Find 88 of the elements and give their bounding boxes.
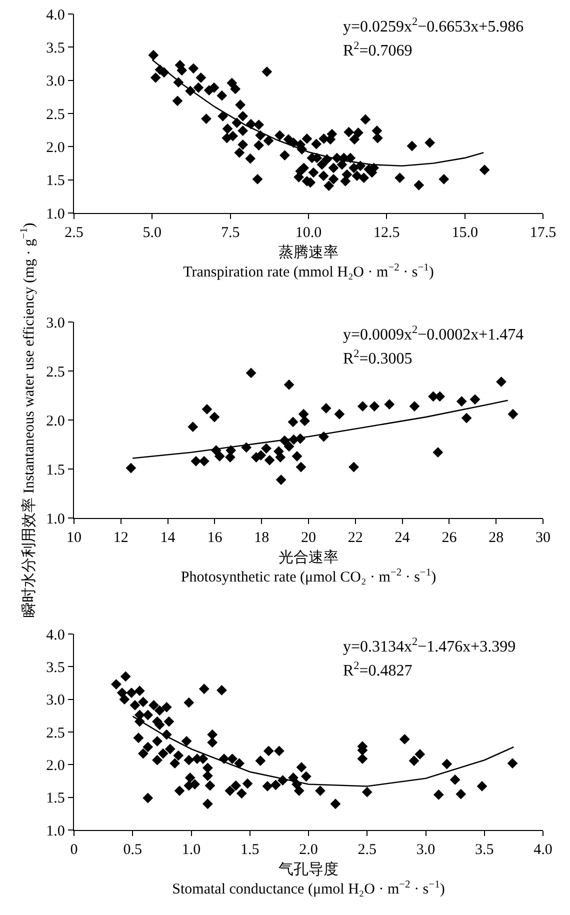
x-tick-label: 30 — [536, 530, 550, 546]
x-tick-label: 22 — [348, 530, 363, 546]
point — [276, 474, 286, 485]
annotation: y=0.3134x$^{2}$−1.476x+3.399 — [343, 636, 516, 656]
y-tick-label: 2.5 — [46, 106, 65, 123]
point — [470, 394, 480, 405]
annotation: R$^{2}$=0.4827 — [343, 660, 412, 680]
point — [296, 462, 306, 472]
x-tick-label: 12 — [113, 530, 128, 546]
y-tick-label: 3.0 — [46, 74, 65, 90]
x-tick-label: 10 — [66, 530, 82, 546]
x-axis-title: 蒸腾速率 Transpiration rate (mmol H₂O · m$^{−2}$ · s$^{−1}$) — [183, 244, 434, 281]
point — [292, 451, 302, 462]
annotation: y=0.0009x$^{2}$−0.0002x+1.474 — [343, 324, 524, 344]
y-tick-label: 1.0 — [46, 511, 65, 528]
line-series — [132, 400, 508, 459]
y-tick-label: 1.5 — [46, 173, 65, 190]
point — [188, 422, 198, 432]
x-tick-label: 0.5 — [123, 842, 142, 858]
point — [508, 408, 518, 420]
y-tick-label: 3.5 — [46, 660, 65, 676]
x-tick-label: 3.0 — [416, 842, 436, 858]
y-tick-label: 2.0 — [46, 758, 65, 774]
x-tick-label: 0 — [70, 842, 78, 858]
x-tick-label: 18 — [254, 530, 270, 546]
point — [496, 376, 506, 387]
annotation: R$^{2}$=0.7069 — [343, 40, 412, 60]
annotation: R$^{2}$=0.3005 — [343, 348, 412, 368]
x-tick-label: 1.0 — [182, 842, 201, 858]
y-tick-label: 3.0 — [46, 692, 65, 709]
x-tick-label: 28 — [488, 530, 504, 546]
x-tick-label: 26 — [442, 530, 458, 546]
point — [214, 451, 225, 462]
point — [264, 454, 275, 466]
annotation: y=0.0259x$^{2}$−0.6653x+5.986 — [343, 16, 524, 36]
x-tick-label: 20 — [301, 530, 316, 546]
point — [288, 416, 298, 428]
point — [432, 447, 444, 458]
point — [300, 416, 310, 426]
x-axis-title: 气孔导度 Stomatal conductance (μmol H₂O · m$^{−2}$ · s$^{−1}$) — [172, 861, 445, 898]
point — [246, 368, 256, 378]
point — [409, 401, 420, 412]
x-tick-label: 14 — [160, 530, 176, 546]
y-tick-label: 2.0 — [46, 140, 65, 156]
y-tick-label: 1.5 — [46, 790, 65, 807]
point — [275, 452, 286, 462]
x-tick-label: 2.0 — [299, 842, 318, 858]
y-tick-label: 4.0 — [46, 7, 65, 24]
x-axis-title: 光合速率 Photosynthetic rate (μmol CO₂ · m$^{−2}$ · s$^{−1}$) — [180, 549, 436, 586]
x-tick-label: 10.0 — [295, 225, 322, 242]
x-tick-label: 17.5 — [530, 225, 556, 242]
x-tick-label: 4.0 — [534, 842, 552, 858]
point — [348, 462, 359, 472]
point — [261, 443, 272, 454]
x-tick-label: 15.0 — [452, 225, 478, 242]
point — [334, 408, 345, 420]
y-tick-label: 3.5 — [46, 40, 65, 56]
x-tick-label: 1.5 — [240, 842, 260, 858]
point — [284, 380, 294, 390]
y-tick-label: 4.0 — [46, 627, 65, 644]
x-tick-label: 2.5 — [64, 225, 84, 242]
x-tick-label: 16 — [207, 530, 223, 546]
x-tick-label: 3.5 — [475, 842, 494, 858]
y-tick-label: 1.0 — [46, 823, 65, 840]
x-tick-label: 2.5 — [358, 842, 377, 858]
point — [384, 399, 395, 410]
point — [224, 452, 236, 462]
point — [190, 456, 202, 466]
y-tick-label: 2.5 — [46, 725, 65, 742]
point — [369, 401, 380, 412]
x-tick-label: 7.5 — [220, 225, 240, 242]
point — [320, 403, 332, 414]
y-tick-label: 1.0 — [46, 206, 65, 222]
y-tick-label: 2.5 — [46, 364, 65, 380]
point — [126, 462, 136, 474]
point — [456, 396, 467, 407]
point — [202, 404, 212, 414]
y-tick-label: 1.5 — [46, 462, 65, 478]
point — [357, 401, 368, 412]
y-tick-label: 2.0 — [46, 413, 65, 430]
x-tick-label: 12.5 — [374, 225, 400, 242]
point — [198, 456, 210, 466]
point — [461, 412, 472, 424]
point — [284, 441, 294, 452]
y-tick-label: 3.0 — [46, 315, 65, 332]
point — [209, 412, 220, 422]
x-tick-label: 24 — [394, 530, 410, 546]
x-tick-label: 5.0 — [142, 225, 162, 242]
